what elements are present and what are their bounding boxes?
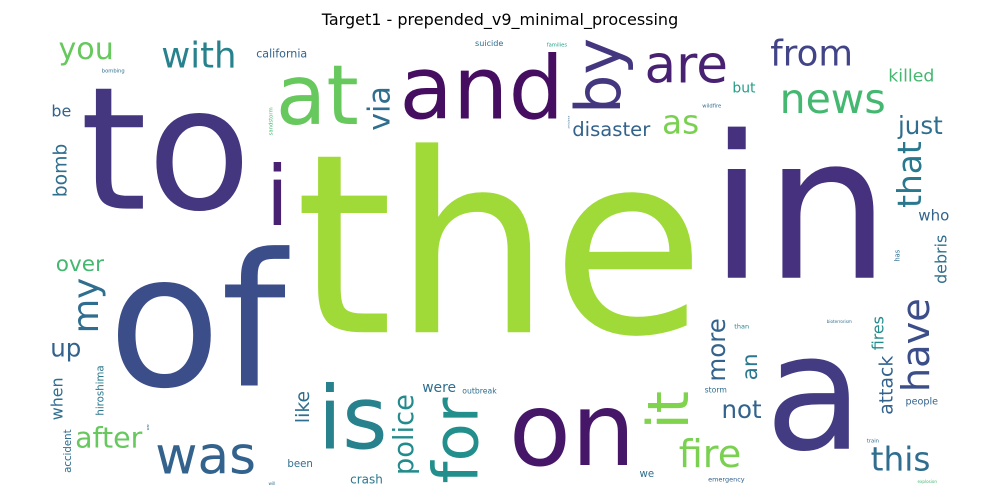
cloud-word: more	[702, 318, 731, 381]
cloud-word: suicide	[475, 38, 503, 48]
cloud-word: ambulance	[567, 115, 570, 128]
chart-title: Target1 - prepended_v9_minimal_processin…	[321, 10, 679, 29]
cloud-word: and	[399, 38, 564, 140]
cloud-word: it	[636, 391, 702, 429]
cloud-word: as	[662, 104, 699, 142]
cloud-word: you	[59, 36, 114, 67]
cloud-word: police	[389, 394, 420, 475]
cloud-word: by	[562, 38, 635, 114]
cloud-word: fires	[869, 316, 888, 350]
cloud-word: we	[640, 469, 655, 480]
cloud-word: been	[287, 459, 312, 470]
cloud-word: war	[146, 423, 150, 430]
cloud-word: people	[906, 396, 939, 407]
cloud-word: was	[155, 426, 256, 486]
cloud-word: just	[897, 111, 943, 140]
cloud-word: have	[894, 298, 939, 392]
cloud-word: of	[108, 214, 290, 430]
cloud-word: than	[734, 323, 749, 331]
cloud-word: hiroshima	[96, 365, 107, 415]
cloud-word: bombing	[102, 68, 125, 74]
cloud-word: explosion	[918, 479, 938, 484]
cloud-word: for	[420, 397, 493, 483]
cloud-word: disaster	[572, 118, 651, 141]
cloud-word: accident	[63, 429, 74, 472]
cloud-word: wildfire	[702, 104, 721, 110]
cloud-word: has	[894, 249, 902, 261]
cloud-word: when	[50, 377, 67, 420]
cloud-word: with	[161, 36, 236, 77]
cloud-word: storm	[705, 386, 727, 395]
cloud-word: not	[722, 395, 763, 424]
cloud-word: to	[80, 52, 251, 250]
cloud-word: attack	[876, 356, 897, 415]
cloud-word: were	[422, 380, 456, 396]
cloud-word: after	[75, 422, 142, 455]
cloud-word: in	[709, 93, 890, 325]
cloud-word: from	[770, 36, 853, 74]
cloud-word: my	[66, 278, 107, 334]
cloud-word: an	[738, 353, 763, 380]
cloud-word: over	[56, 252, 104, 277]
cloud-word: at	[276, 48, 359, 144]
cloud-word: california	[256, 47, 307, 60]
cloud-word: families	[547, 43, 568, 49]
cloud-word: outbreak	[462, 387, 497, 396]
cloud-word: fire	[679, 432, 742, 477]
cloud-word: be	[51, 102, 71, 121]
cloud-word: bomb	[51, 144, 72, 198]
cloud-word: are	[645, 36, 728, 96]
cloud-word: via	[363, 86, 398, 131]
cloud-word: bioterrorism	[827, 319, 852, 324]
cloud-word: is	[318, 367, 388, 469]
cloud-word: on	[509, 372, 636, 486]
cloud-word: crash	[350, 472, 383, 486]
cloud-word: news	[780, 75, 886, 123]
cloud-word: debris	[932, 235, 951, 284]
cloud-word: this	[871, 441, 931, 479]
cloud-word: train	[867, 439, 879, 445]
cloud-word: up	[50, 334, 81, 363]
cloud-word: the	[295, 100, 705, 391]
cloud-word: but	[732, 81, 756, 97]
cloud-word: i	[266, 149, 289, 245]
cloud-word: like	[293, 391, 314, 423]
cloud-word: will	[269, 481, 276, 486]
cloud-word: a	[765, 300, 864, 486]
cloud-word: sandstorm	[269, 107, 275, 135]
cloud-word: who	[918, 206, 949, 224]
cloud-word: emergency	[708, 475, 745, 483]
cloud-word: killed	[888, 66, 934, 86]
cloud-word: that	[891, 141, 929, 208]
